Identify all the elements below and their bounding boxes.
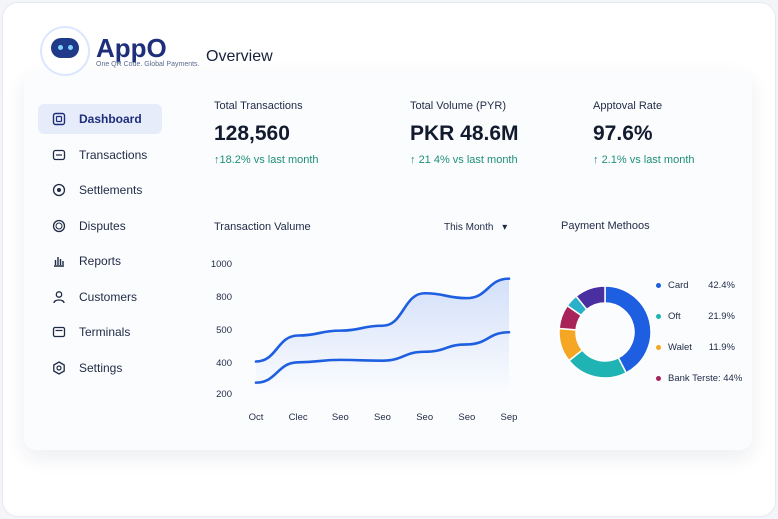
legend-item: Oft xyxy=(656,311,681,322)
kpi-label: Total Volume (PYR) xyxy=(410,100,506,112)
legend-name: Oft xyxy=(668,311,681,322)
y-tick-label: 200 xyxy=(216,389,232,400)
sidebar-item-label: Settings xyxy=(79,360,123,375)
legend-value: 42.4% xyxy=(708,280,735,291)
kpi-value: 128,560 xyxy=(214,122,290,145)
x-tick-label: Sep xyxy=(501,412,518,423)
x-tick-label: Seo xyxy=(416,412,433,423)
app-name: AppO xyxy=(96,32,167,63)
sidebar-item-label: Settlements xyxy=(79,183,143,197)
legend-item: Card xyxy=(656,280,689,291)
kpi-change: ↑ 2.1% vs last month xyxy=(593,154,695,166)
sidebar-item-label: Customers xyxy=(79,289,138,304)
sidebar-item-customers[interactable]: Customers xyxy=(38,282,162,312)
settings-icon xyxy=(52,360,66,375)
period-dropdown[interactable]: This Month ▾ xyxy=(444,222,507,233)
app-tagline: One QR Code. Global Payments. xyxy=(96,60,200,68)
legend-value: 21.9% xyxy=(708,311,735,322)
sidebar-item-dashboard[interactable]: Dashboard xyxy=(38,104,162,134)
legend-dot xyxy=(656,345,661,350)
legend-dot xyxy=(656,376,661,381)
x-tick-label: Seo xyxy=(458,412,475,423)
sidebar-item-settings[interactable]: Settings xyxy=(38,353,162,383)
payment-methods-title: Payment Methoos xyxy=(561,220,650,232)
sidebar-item-label: Transactions xyxy=(79,147,148,162)
robot-logo-icon xyxy=(40,26,90,76)
legend-item: Bank Terste: 44% xyxy=(656,373,742,384)
legend-name: Card xyxy=(668,280,689,291)
legend-value: 11.9% xyxy=(708,342,735,353)
y-tick-label: 1000 xyxy=(211,259,232,270)
kpi-change: ↑ 21 4% vs last month xyxy=(410,154,518,166)
trend-up-icon: ↑ xyxy=(410,154,416,166)
legend-dot xyxy=(656,314,661,319)
legend-name: Bank Terste: 44% xyxy=(668,373,743,384)
customers-icon xyxy=(52,290,66,304)
y-tick-label: 500 xyxy=(216,325,232,336)
series-line-0 xyxy=(254,277,511,363)
trend-up-icon: ↑ xyxy=(214,154,220,166)
sidebar-item-reports[interactable]: Reports xyxy=(38,246,162,276)
series-line-1 xyxy=(254,330,511,384)
sidebar-item-label: Dashboard xyxy=(79,112,142,126)
terminals-icon xyxy=(52,325,66,339)
sidebar-item-label: Terminals xyxy=(79,325,131,339)
x-tick-label: Clec xyxy=(289,412,308,423)
sidebar-item-settlements[interactable]: Settlements xyxy=(38,175,162,205)
legend-dot xyxy=(656,283,661,288)
disputes-icon xyxy=(52,219,66,233)
sidebar-item-disputes[interactable]: Disputes xyxy=(38,211,162,241)
kpi-approval-rate: Apptoval Rate 97.6% ↑ 2.1% vs last month xyxy=(593,100,695,166)
transactions-icon xyxy=(52,148,66,162)
page-title: Overview xyxy=(206,48,273,65)
donut-slice-5 xyxy=(575,285,606,311)
kpi-total-transactions: Total Transactions 128,560 ↑18.2% vs las… xyxy=(214,100,319,166)
kpi-total-volume: Total Volume (PYR) PKR 48.6M ↑ 21 4% vs … xyxy=(410,100,519,166)
kpi-label: Total Transactions xyxy=(214,100,303,112)
sidebar-item-terminals[interactable]: Terminals xyxy=(38,317,162,347)
settlements-icon xyxy=(52,183,66,197)
y-tick-label: 400 xyxy=(216,358,232,369)
volume-chart-title: Transaction Valume xyxy=(214,221,311,233)
kpi-label: Apptoval Rate xyxy=(593,100,663,112)
legend-name: Walet xyxy=(668,342,692,353)
payment-methods-donut xyxy=(558,285,652,379)
legend-item: Walet xyxy=(656,342,692,353)
area-fill xyxy=(256,278,509,394)
dashboard-icon xyxy=(52,112,66,126)
sidebar-item-label: Disputes xyxy=(79,218,126,233)
kpi-value: 97.6% xyxy=(593,122,653,145)
sidebar-item-transactions[interactable]: Transactions xyxy=(38,140,162,170)
kpi-value: PKR 48.6M xyxy=(410,122,519,145)
sidebar-item-label: Reports xyxy=(79,254,122,268)
x-tick-label: Oct xyxy=(249,412,264,423)
trend-up-icon: ↑ xyxy=(593,154,599,166)
x-tick-label: Seo xyxy=(374,412,391,423)
sidebar: Dashboard Transactions Settlements Dispu… xyxy=(38,104,162,388)
period-dropdown-label: This Month xyxy=(444,222,494,233)
x-tick-label: Seo xyxy=(332,412,349,423)
kpi-change: ↑18.2% vs last month xyxy=(214,154,319,166)
transaction-volume-chart: 1000 800 500 400 200 Oct Clec Seo Seo Seo Seo Sep xyxy=(211,259,518,423)
reports-icon xyxy=(52,254,66,268)
y-tick-label: 800 xyxy=(216,292,232,303)
app-logo[interactable]: AppO One QR Code. Global Payments. xyxy=(40,26,200,76)
chevron-down-icon: ▾ xyxy=(502,222,508,233)
